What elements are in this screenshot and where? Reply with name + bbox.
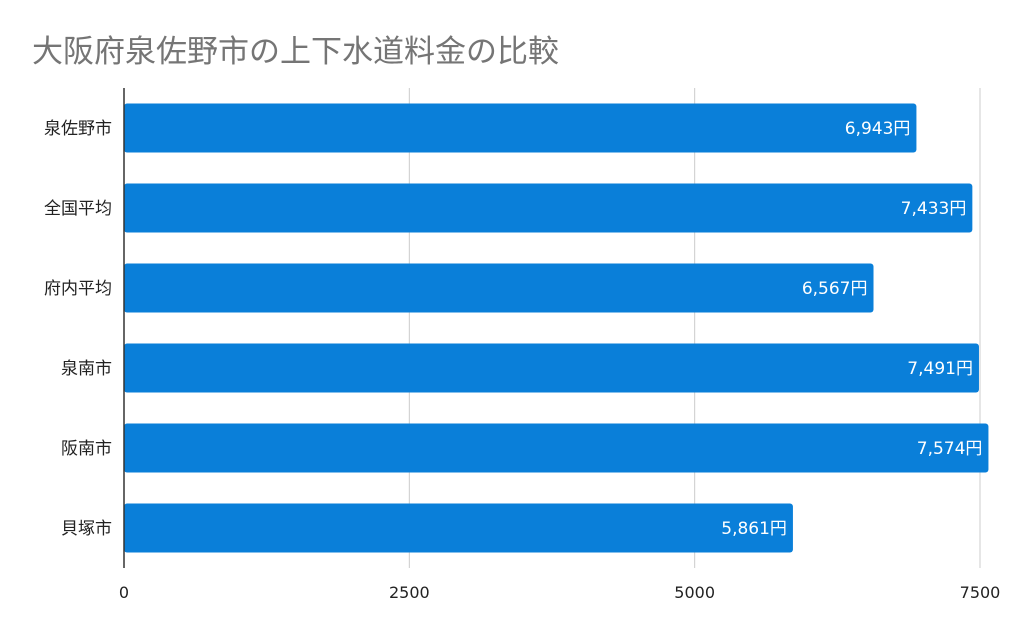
data-label: 7,433円 — [901, 199, 967, 219]
category-label: 貝塚市 — [61, 519, 112, 539]
grid-lines — [408, 88, 981, 568]
x-tick-label: 2500 — [389, 583, 430, 602]
data-label: 7,574円 — [917, 439, 983, 459]
data-labels: 6,943円 7,433円 6,567円 7,491円 7,574円 5,861円 — [721, 119, 982, 539]
x-tick-label: 7500 — [960, 583, 1001, 602]
x-tick-label: 0 — [119, 583, 129, 602]
chart-title: 大阪府泉佐野市の上下水道料金の比較 — [32, 34, 559, 70]
category-label: 泉佐野市 — [44, 119, 112, 139]
data-label: 6,567円 — [802, 279, 868, 299]
bar — [124, 503, 793, 553]
data-label: 5,861円 — [721, 519, 787, 539]
category-label: 泉南市 — [61, 359, 112, 379]
bar — [124, 423, 989, 473]
x-tick-label: 5000 — [674, 583, 715, 602]
bar — [124, 263, 874, 313]
x-tick-labels: 0 2500 5000 7500 — [119, 583, 1000, 602]
category-label: 全国平均 — [44, 199, 112, 219]
category-label: 府内平均 — [44, 279, 112, 299]
data-label: 7,491円 — [907, 359, 973, 379]
category-label: 阪南市 — [61, 439, 112, 459]
bars — [124, 103, 989, 553]
data-label: 6,943円 — [845, 119, 911, 139]
bar — [124, 343, 979, 393]
bar — [124, 103, 917, 153]
bar — [124, 183, 973, 233]
